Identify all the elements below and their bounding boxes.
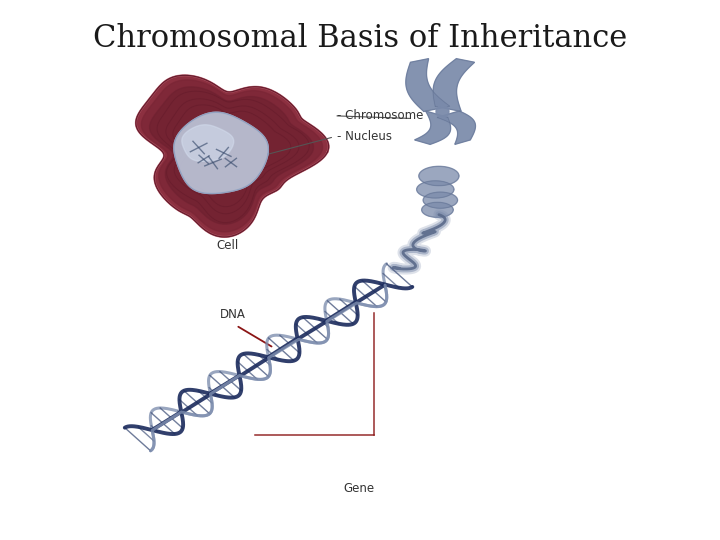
Text: - Chromosome: - Chromosome	[337, 109, 423, 123]
Polygon shape	[415, 111, 451, 144]
Text: DNA: DNA	[220, 308, 246, 321]
Polygon shape	[437, 111, 475, 144]
Text: - Nucleus: - Nucleus	[337, 130, 392, 143]
Polygon shape	[174, 112, 269, 193]
Polygon shape	[406, 59, 450, 111]
Ellipse shape	[423, 192, 457, 208]
Text: Chromosomal Basis of Inheritance: Chromosomal Basis of Inheritance	[93, 23, 627, 54]
Text: Gene: Gene	[343, 482, 374, 495]
Ellipse shape	[436, 106, 449, 117]
Polygon shape	[141, 80, 323, 232]
Polygon shape	[136, 76, 328, 237]
Polygon shape	[150, 87, 313, 224]
Text: Cell: Cell	[216, 239, 238, 252]
Ellipse shape	[417, 181, 454, 198]
Ellipse shape	[422, 202, 453, 218]
Polygon shape	[433, 59, 474, 111]
Ellipse shape	[419, 166, 459, 186]
Polygon shape	[181, 125, 234, 161]
